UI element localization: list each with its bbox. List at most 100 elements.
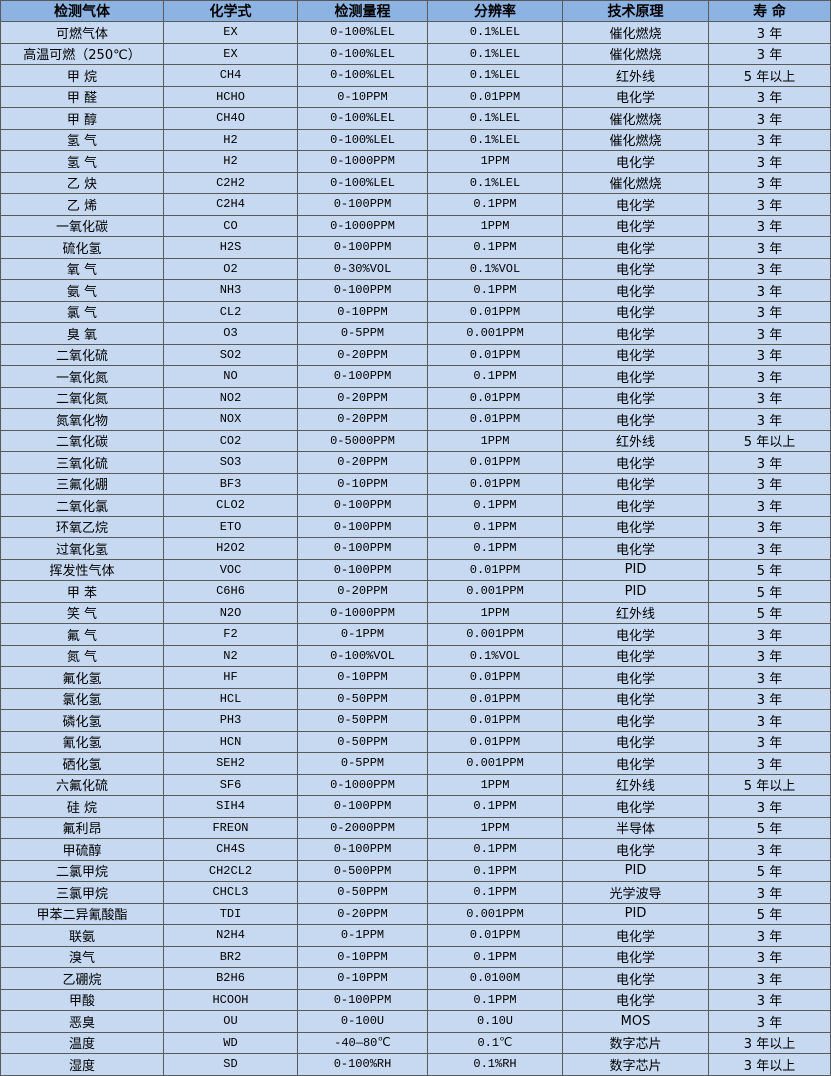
cell-range: 0-30%VOL bbox=[297, 257, 428, 280]
cell-principle: 红外线 bbox=[562, 601, 709, 624]
cell-gas: 硒化氢 bbox=[0, 752, 164, 775]
header-formula: 化学式 bbox=[163, 0, 298, 22]
cell-gas: 三氟化硼 bbox=[0, 472, 164, 495]
cell-lifetime: 3 年 bbox=[708, 795, 831, 818]
cell-gas: 二氧化氮 bbox=[0, 386, 164, 409]
cell-range: 0-10PPM bbox=[297, 472, 428, 495]
cell-resolution: 0.1%VOL bbox=[427, 644, 563, 667]
cell-formula: NOX bbox=[163, 408, 298, 431]
cell-resolution: 0.01PPM bbox=[427, 472, 563, 495]
cell-lifetime: 5 年以上 bbox=[708, 429, 831, 452]
cell-principle: 电化学 bbox=[562, 537, 709, 560]
cell-resolution: 0.01PPM bbox=[427, 300, 563, 323]
cell-lifetime: 3 年 bbox=[708, 128, 831, 151]
cell-range: 0-1PPM bbox=[297, 623, 428, 646]
cell-gas: 甲 烷 bbox=[0, 64, 164, 87]
cell-lifetime: 5 年以上 bbox=[708, 773, 831, 796]
table-row: 六氟化硫 SF6 0-1000PPM 1PPM 红外线 5 年以上 bbox=[0, 773, 831, 796]
table-row: 臭 氧 O3 0-5PPM 0.001PPM 电化学 3 年 bbox=[0, 322, 831, 345]
cell-lifetime: 3 年 bbox=[708, 644, 831, 667]
cell-formula: C2H4 bbox=[163, 193, 298, 216]
cell-range: 0-20PPM bbox=[297, 902, 428, 925]
cell-lifetime: 3 年 bbox=[708, 21, 831, 44]
cell-resolution: 0.001PPM bbox=[427, 623, 563, 646]
cell-resolution: 0.01PPM bbox=[427, 687, 563, 710]
cell-gas: 氨 气 bbox=[0, 279, 164, 302]
table-row: 高温可燃（250℃） EX 0-100%LEL 0.1%LEL 催化燃烧 3 年 bbox=[0, 42, 831, 65]
cell-principle: 电化学 bbox=[562, 343, 709, 366]
cell-principle: 电化学 bbox=[562, 150, 709, 173]
cell-gas: 甲苯二异氰酸酯 bbox=[0, 902, 164, 925]
cell-gas: 六氟化硫 bbox=[0, 773, 164, 796]
table-row: 硫化氢 H2S 0-100PPM 0.1PPM 电化学 3 年 bbox=[0, 236, 831, 259]
cell-range: 0-1PPM bbox=[297, 924, 428, 947]
cell-gas: 乙 烯 bbox=[0, 193, 164, 216]
cell-formula: O2 bbox=[163, 257, 298, 280]
cell-resolution: 0.01PPM bbox=[427, 408, 563, 431]
cell-lifetime: 3 年 bbox=[708, 214, 831, 237]
table-row: 磷化氢 PH3 0-50PPM 0.01PPM 电化学 3 年 bbox=[0, 709, 831, 732]
cell-principle: 催化燃烧 bbox=[562, 171, 709, 194]
cell-principle: 电化学 bbox=[562, 945, 709, 968]
cell-gas: 溴气 bbox=[0, 945, 164, 968]
cell-formula: HCN bbox=[163, 730, 298, 753]
cell-resolution: 0.1PPM bbox=[427, 279, 563, 302]
table-row: 甲酸 HCOOH 0-100PPM 0.1PPM 电化学 3 年 bbox=[0, 988, 831, 1011]
cell-principle: 催化燃烧 bbox=[562, 21, 709, 44]
cell-lifetime: 3 年 bbox=[708, 687, 831, 710]
cell-principle: 电化学 bbox=[562, 752, 709, 775]
cell-range: 0-100PPM bbox=[297, 236, 428, 259]
cell-gas: 氢 气 bbox=[0, 128, 164, 151]
cell-gas: 磷化氢 bbox=[0, 709, 164, 732]
cell-formula: H2 bbox=[163, 128, 298, 151]
cell-resolution: 0.1PPM bbox=[427, 537, 563, 560]
cell-formula: OU bbox=[163, 1010, 298, 1033]
table-row: 三氧化硫 SO3 0-20PPM 0.01PPM 电化学 3 年 bbox=[0, 451, 831, 474]
cell-range: 0-100%RH bbox=[297, 1053, 428, 1076]
cell-formula: F2 bbox=[163, 623, 298, 646]
table-row: 氟 气 F2 0-1PPM 0.001PPM 电化学 3 年 bbox=[0, 623, 831, 646]
cell-formula: TDI bbox=[163, 902, 298, 925]
header-principle: 技术原理 bbox=[562, 0, 709, 22]
cell-lifetime: 3 年 bbox=[708, 945, 831, 968]
cell-resolution: 0.001PPM bbox=[427, 902, 563, 925]
cell-resolution: 0.1PPM bbox=[427, 838, 563, 861]
cell-gas: 氟 气 bbox=[0, 623, 164, 646]
table-row: 恶臭 OU 0-100U 0.10U MOS 3 年 bbox=[0, 1010, 831, 1033]
table-row: 氮 气 N2 0-100%VOL 0.1%VOL 电化学 3 年 bbox=[0, 644, 831, 667]
cell-lifetime: 5 年 bbox=[708, 558, 831, 581]
cell-resolution: 0.1PPM bbox=[427, 494, 563, 517]
cell-range: 0-20PPM bbox=[297, 343, 428, 366]
table-row: 甲苯二异氰酸酯 TDI 0-20PPM 0.001PPM PID 5 年 bbox=[0, 902, 831, 925]
cell-range: 0-100U bbox=[297, 1010, 428, 1033]
cell-resolution: 0.0100M bbox=[427, 967, 563, 990]
cell-formula: N2 bbox=[163, 644, 298, 667]
cell-lifetime: 3 年 bbox=[708, 386, 831, 409]
table-row: 一氧化氮 NO 0-100PPM 0.1PPM 电化学 3 年 bbox=[0, 365, 831, 388]
cell-gas: 氟利昂 bbox=[0, 816, 164, 839]
cell-formula: HCL bbox=[163, 687, 298, 710]
cell-formula: NO2 bbox=[163, 386, 298, 409]
cell-resolution: 0.001PPM bbox=[427, 322, 563, 345]
cell-principle: 数字芯片 bbox=[562, 1053, 709, 1076]
cell-principle: PID bbox=[562, 558, 709, 581]
cell-gas: 恶臭 bbox=[0, 1010, 164, 1033]
cell-principle: 电化学 bbox=[562, 709, 709, 732]
cell-resolution: 0.1%LEL bbox=[427, 21, 563, 44]
table-row: 氮氧化物 NOX 0-20PPM 0.01PPM 电化学 3 年 bbox=[0, 408, 831, 431]
cell-lifetime: 3 年 bbox=[708, 343, 831, 366]
cell-lifetime: 3 年 bbox=[708, 1010, 831, 1033]
cell-range: 0-20PPM bbox=[297, 580, 428, 603]
cell-resolution: 0.1PPM bbox=[427, 795, 563, 818]
cell-lifetime: 3 年 bbox=[708, 494, 831, 517]
cell-principle: 电化学 bbox=[562, 85, 709, 108]
cell-gas: 联氨 bbox=[0, 924, 164, 947]
cell-formula: VOC bbox=[163, 558, 298, 581]
table-row: 二氯甲烷 CH2CL2 0-500PPM 0.1PPM PID 5 年 bbox=[0, 859, 831, 882]
cell-range: 0-100%LEL bbox=[297, 171, 428, 194]
cell-lifetime: 3 年 bbox=[708, 408, 831, 431]
cell-formula: BF3 bbox=[163, 472, 298, 495]
cell-formula: SO2 bbox=[163, 343, 298, 366]
cell-resolution: 0.1PPM bbox=[427, 236, 563, 259]
cell-gas: 氢 气 bbox=[0, 150, 164, 173]
